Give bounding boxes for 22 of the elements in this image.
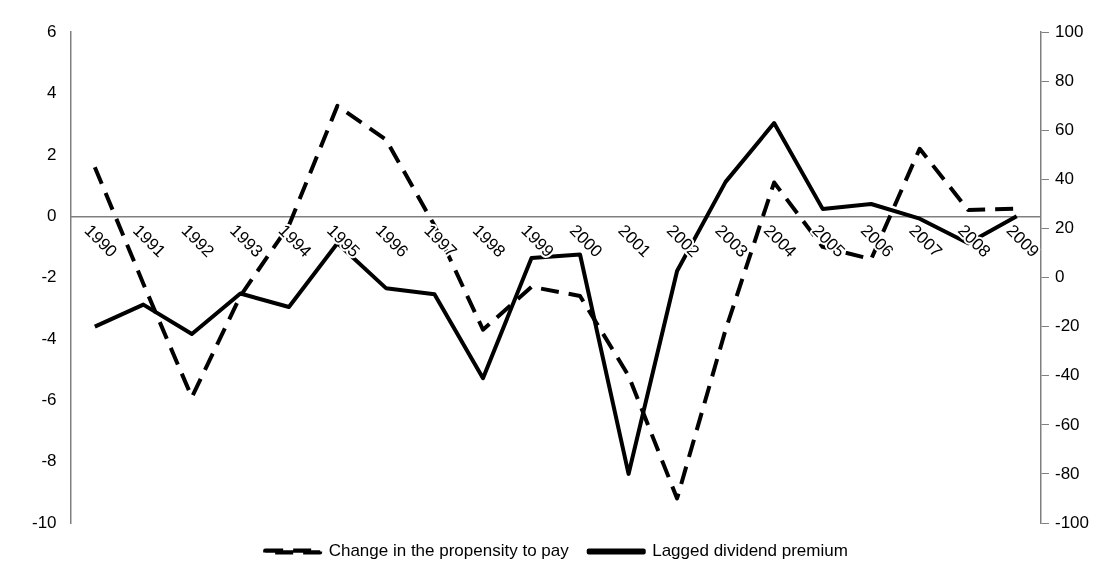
y2-tick-label: -100 xyxy=(1054,512,1090,532)
y2-tick-label: 0 xyxy=(1054,267,1065,287)
y2-tick-label: 60 xyxy=(1054,120,1074,140)
y-tick-label: 6 xyxy=(47,21,57,41)
y2-tick-label: -20 xyxy=(1054,316,1080,336)
y-tick-label: 2 xyxy=(47,144,57,164)
y-tick-label: -4 xyxy=(41,328,57,348)
y2-tick-label: -40 xyxy=(1054,365,1080,385)
y2-tick-label: 40 xyxy=(1054,169,1074,189)
y-tick-label: -8 xyxy=(41,451,57,471)
y-tick-label: 4 xyxy=(47,83,57,103)
y-tick-label: 0 xyxy=(47,205,57,225)
y2-tick-label: -60 xyxy=(1054,414,1080,434)
y2-tick-label: -80 xyxy=(1054,463,1080,483)
y-tick-label: -6 xyxy=(41,389,57,409)
y-tick-label: -10 xyxy=(31,512,57,532)
y2-tick-label: 80 xyxy=(1054,70,1074,90)
y-tick-label: -2 xyxy=(41,267,57,287)
legend-label: Lagged dividend premium xyxy=(652,541,848,561)
legend-label: Change in the propensity to pay xyxy=(328,541,570,561)
y2-tick-label: 20 xyxy=(1054,218,1074,238)
y2-tick-label: 100 xyxy=(1054,21,1084,41)
